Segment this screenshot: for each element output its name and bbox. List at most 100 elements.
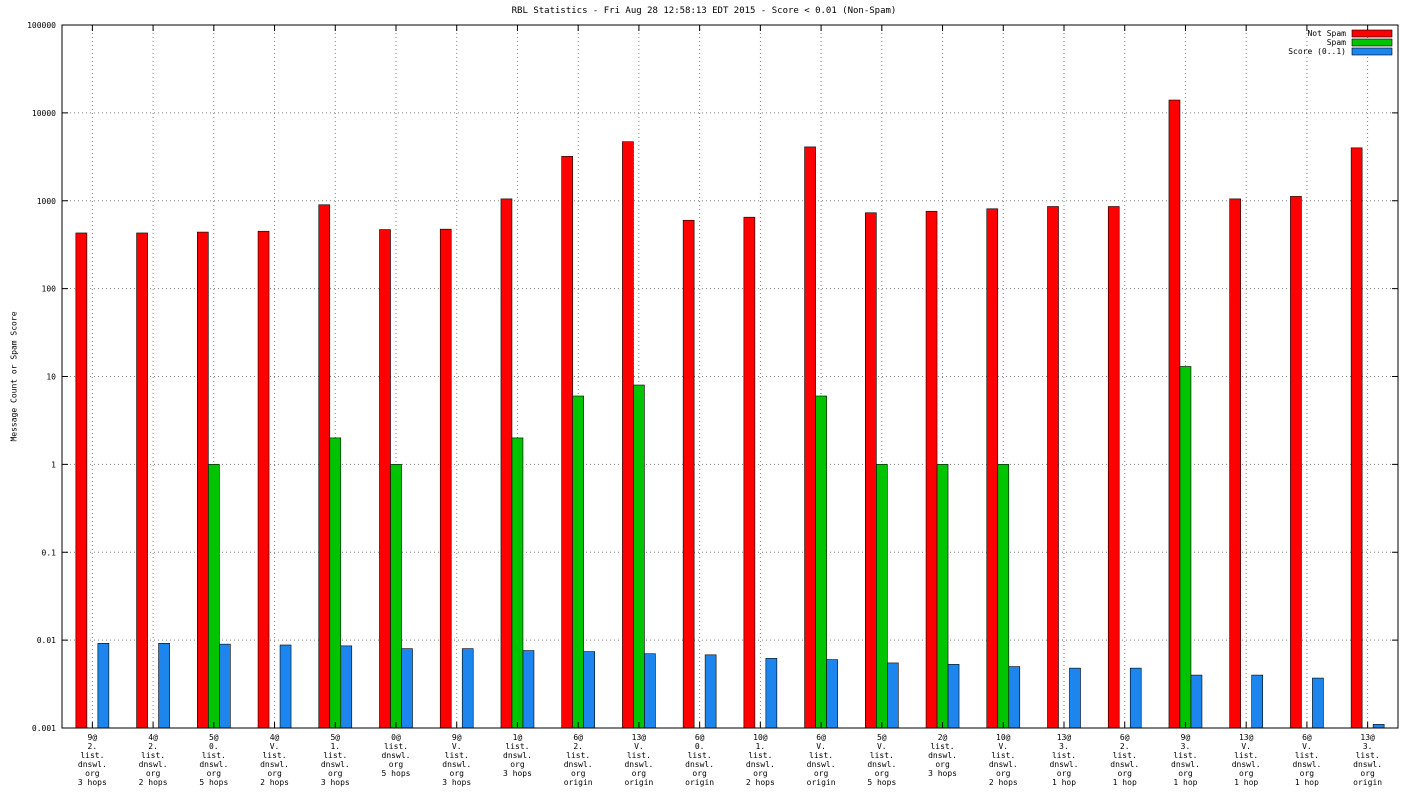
x-axis-label: org — [1300, 769, 1315, 778]
bar-spam — [633, 384, 645, 729]
x-axis-label: dnswl. — [260, 760, 289, 769]
bar-spam — [997, 464, 1010, 729]
x-axis-label: 2@ — [938, 733, 948, 742]
x-axis-label: list. — [748, 751, 772, 760]
x-axis-label: org — [935, 760, 950, 769]
x-axis-label: list. — [870, 751, 894, 760]
x-axis-label: 2 hops — [989, 778, 1018, 787]
x-axis-label: 3. — [1181, 742, 1191, 751]
bar-not-spam — [1229, 198, 1241, 729]
x-axis-label: org — [1239, 769, 1254, 778]
x-axis-label: 9@ — [88, 733, 98, 742]
bar-not-spam — [986, 208, 999, 729]
x-axis-label: dnswl. — [928, 751, 957, 760]
x-axis-label: dnswl. — [746, 760, 775, 769]
x-axis-label: 1@ — [513, 733, 523, 742]
x-axis-label: 6@ — [573, 733, 583, 742]
bar-score-0-1- — [765, 658, 778, 729]
x-axis-label: 9@ — [1181, 733, 1191, 742]
x-axis-label: dnswl. — [1292, 760, 1321, 769]
x-axis-label: V. — [634, 742, 644, 751]
x-axis-label: 0. — [695, 742, 705, 751]
legend-label: Spam — [1327, 38, 1346, 47]
bar-score-0-1- — [522, 650, 535, 729]
legend-swatch — [1351, 38, 1393, 47]
x-axis-label: V. — [1302, 742, 1312, 751]
x-axis-label: 0. — [209, 742, 219, 751]
x-axis-label: 1. — [756, 742, 766, 751]
x-axis-label: org — [1057, 769, 1072, 778]
x-axis-label: dnswl. — [503, 751, 532, 760]
x-axis-label: 3 hops — [442, 778, 471, 787]
bar-score-0-1- — [158, 643, 170, 729]
x-axis-label: org — [389, 760, 404, 769]
x-axis-label: list. — [202, 751, 226, 760]
x-axis-label: origin — [685, 778, 714, 787]
x-axis-label: org — [814, 769, 829, 778]
x-axis-label: V. — [270, 742, 280, 751]
x-axis-label: 1 hop — [1234, 778, 1258, 787]
bar-score-0-1- — [461, 648, 474, 729]
x-axis-label: 5 hops — [199, 778, 228, 787]
x-axis-label: V. — [998, 742, 1008, 751]
x-axis-label: 3. — [1059, 742, 1069, 751]
x-axis-label: dnswl. — [1050, 760, 1079, 769]
y-tick-label: 100000 — [27, 21, 56, 30]
bar-score-0-1- — [1312, 677, 1324, 729]
bar-score-0-1- — [1190, 674, 1203, 729]
bar-score-0-1- — [947, 664, 960, 729]
y-tick-label: 100 — [42, 285, 57, 294]
x-axis-label: dnswl. — [321, 760, 350, 769]
x-axis-label: list. — [1234, 751, 1258, 760]
x-axis-label: org — [571, 769, 586, 778]
x-axis-label: V. — [816, 742, 826, 751]
x-axis-label: 5@ — [330, 733, 340, 742]
y-tick-label: 1000 — [37, 197, 56, 206]
x-axis-label: list. — [688, 751, 712, 760]
bar-spam — [815, 395, 827, 729]
bar-not-spam — [318, 204, 331, 729]
y-tick-label: 0.1 — [42, 548, 57, 557]
bar-score-0-1- — [826, 659, 838, 729]
x-axis-label: 5@ — [877, 733, 887, 742]
x-axis-label: list. — [262, 751, 286, 760]
legend-label: Score (0..1) — [1288, 47, 1346, 56]
bar-not-spam — [925, 210, 938, 729]
bar-score-0-1- — [340, 645, 353, 729]
x-axis-label: dnswl. — [685, 760, 714, 769]
x-axis-label: dnswl. — [624, 760, 653, 769]
x-axis-label: 3 hops — [928, 769, 957, 778]
x-axis-label: org — [753, 769, 768, 778]
x-axis-label: 1 hop — [1295, 778, 1319, 787]
bar-score-0-1- — [279, 644, 292, 729]
legend-swatch — [1351, 29, 1393, 38]
bar-not-spam — [682, 219, 695, 729]
x-axis-label: org — [875, 769, 890, 778]
x-axis-label: org — [267, 769, 282, 778]
x-axis-label: org — [996, 769, 1011, 778]
x-axis-label: dnswl. — [1232, 760, 1261, 769]
x-axis-label: list. — [141, 751, 165, 760]
x-axis-label: dnswl. — [78, 760, 107, 769]
x-axis-label: 0@ — [391, 733, 401, 742]
x-axis-label: 3 hops — [503, 769, 532, 778]
bar-score-0-1- — [704, 654, 717, 729]
x-axis-label: list. — [566, 751, 590, 760]
x-axis-label: 2. — [148, 742, 158, 751]
bar-not-spam — [865, 212, 877, 729]
x-axis-label: org — [328, 769, 343, 778]
bar-score-0-1- — [1129, 667, 1142, 729]
x-axis-label: 10@ — [753, 733, 768, 742]
x-axis-label: list. — [627, 751, 651, 760]
x-axis-label: origin — [1353, 778, 1382, 787]
bar-spam — [1179, 366, 1192, 729]
x-axis-label: 13@ — [1360, 733, 1375, 742]
y-tick-label: 10000 — [32, 109, 56, 118]
x-axis-label: 10@ — [996, 733, 1011, 742]
x-axis-label: 4@ — [148, 733, 158, 742]
bar-not-spam — [1107, 206, 1120, 729]
x-axis-label: org — [146, 769, 161, 778]
x-axis-label: 2. — [88, 742, 98, 751]
x-axis-label: org — [450, 769, 465, 778]
